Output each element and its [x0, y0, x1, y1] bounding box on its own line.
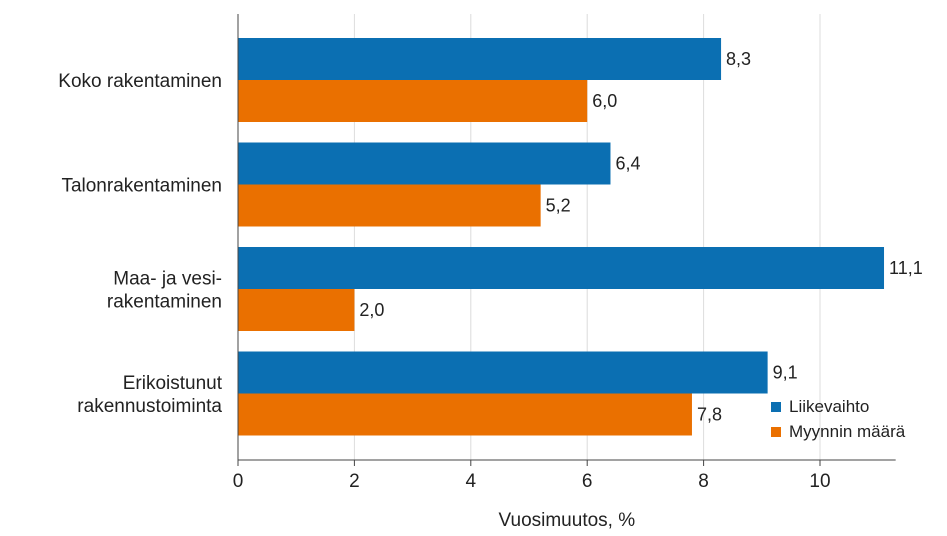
data-label: 9,1 [773, 363, 798, 383]
x-tick-label: 6 [582, 471, 593, 492]
data-label: 6,0 [592, 91, 617, 111]
category-label: Talonrakentaminen [61, 176, 222, 197]
bar [238, 142, 611, 185]
bar [238, 38, 722, 80]
category-label: Koko rakentaminen [58, 71, 222, 92]
legend-label: Myynnin määrä [789, 422, 906, 441]
data-label: 11,1 [889, 258, 923, 278]
x-tick-label: 10 [809, 471, 830, 492]
category-label: Erikoistunut [123, 373, 223, 394]
category-label: Maa- ja vesi- [113, 269, 222, 290]
category-label: rakentaminen [107, 292, 222, 313]
x-tick-label: 4 [466, 471, 477, 492]
bar [238, 247, 885, 289]
data-label: 6,4 [615, 154, 640, 174]
legend-swatch [771, 427, 781, 437]
bar [238, 80, 588, 122]
bar [238, 393, 692, 436]
bar [238, 184, 541, 227]
x-tick-label: 8 [698, 471, 709, 492]
x-axis-title: Vuosimuutos, % [499, 510, 636, 531]
data-label: 5,2 [546, 196, 571, 216]
data-label: 8,3 [726, 49, 751, 69]
data-label: 2,0 [359, 300, 384, 320]
bar [238, 351, 768, 394]
data-label: 7,8 [697, 405, 722, 425]
legend-swatch [771, 402, 781, 412]
category-label: rakennustoiminta [77, 396, 222, 417]
legend-label: Liikevaihto [789, 397, 869, 416]
x-tick-label: 2 [349, 471, 360, 492]
x-tick-label: 0 [233, 471, 244, 492]
bar [238, 289, 355, 331]
